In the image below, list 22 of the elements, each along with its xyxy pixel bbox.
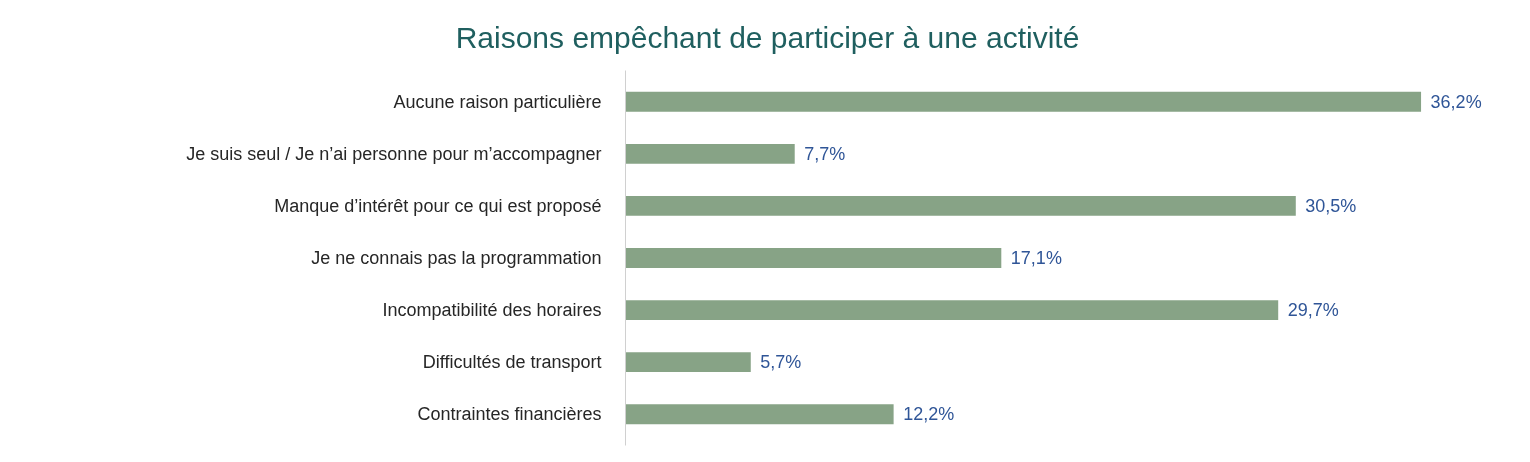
y-tick-label: Je suis seul / Je n’ai personne pour m’accompagner [186,143,602,164]
y-tick-label: Je ne connais pas la programmation [311,248,602,268]
data-label: 17,1% [1010,248,1062,268]
data-label: 12,2% [903,404,955,425]
bar [625,404,894,425]
y-tick-label: Manque d’intérêt pour ce qui est proposé [274,195,602,216]
bar [625,300,1279,320]
bar [625,248,1002,268]
bar [625,91,1422,112]
data-label: 5,7% [760,352,802,373]
data-label: 36,2% [1430,91,1482,112]
data-label: 7,7% [804,143,846,164]
y-tick-label: Incompatibilité des horaires [382,300,602,321]
y-tick-label: Contraintes financières [417,404,602,425]
data-label: 30,5% [1305,195,1357,216]
bar [625,196,1296,216]
bar [625,143,795,164]
data-label: 29,7% [1287,300,1339,321]
chart-title: Raisons empêchant de participer à une activité [455,20,1080,56]
y-tick-label: Difficultés de transport [422,352,602,373]
bar [625,352,751,373]
y-tick-label: Aucune raison particulière [393,91,602,112]
